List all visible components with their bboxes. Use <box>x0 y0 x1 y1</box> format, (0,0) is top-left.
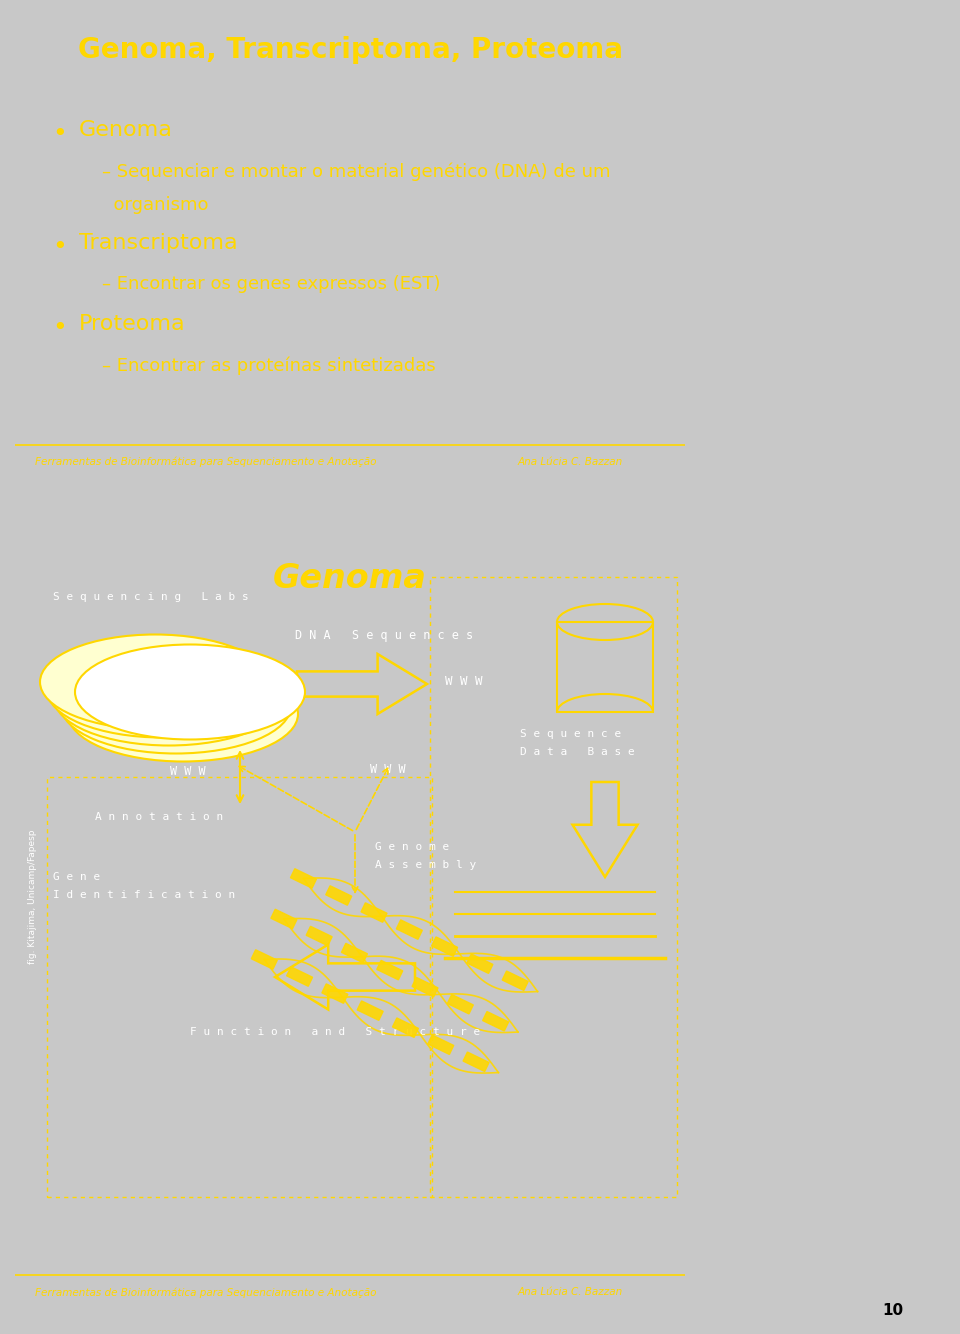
Bar <box>291 868 317 888</box>
Text: •: • <box>52 121 66 145</box>
Ellipse shape <box>68 667 298 762</box>
Text: organismo: organismo <box>102 196 208 215</box>
Text: W W W: W W W <box>445 675 483 688</box>
Text: G e n o m e: G e n o m e <box>375 842 449 852</box>
Bar <box>322 984 348 1003</box>
Text: fig. Kitajima, Unicamp/Fapesp: fig. Kitajima, Unicamp/Fapesp <box>29 830 37 964</box>
Text: Genoma: Genoma <box>273 562 427 595</box>
Text: Transcriptoma: Transcriptoma <box>79 232 237 252</box>
Bar <box>47 776 432 1197</box>
Bar <box>357 1000 383 1021</box>
Bar <box>271 910 297 928</box>
Bar <box>393 1018 419 1038</box>
Text: I d e n t i f i c a t i o n: I d e n t i f i c a t i o n <box>53 890 235 900</box>
Bar <box>252 950 277 970</box>
Bar <box>447 994 473 1014</box>
Text: W W W: W W W <box>170 766 205 779</box>
Text: Ana Lúcia C. Bazzan: Ana Lúcia C. Bazzan <box>517 456 623 467</box>
Bar <box>428 1035 454 1054</box>
Bar <box>396 920 422 939</box>
Bar <box>412 978 438 996</box>
Text: •: • <box>52 235 66 259</box>
Bar <box>376 960 403 980</box>
Bar <box>467 954 492 974</box>
Text: – Sequenciar e montar o material genético (DNA) de um: – Sequenciar e montar o material genétic… <box>102 163 611 181</box>
Text: S e q u e n c e: S e q u e n c e <box>520 728 621 739</box>
Text: Genoma: Genoma <box>79 120 173 140</box>
Text: S e q u e n c i n g   L a b s: S e q u e n c i n g L a b s <box>53 592 249 602</box>
Text: – Encontrar as proteínas sintetizadas: – Encontrar as proteínas sintetizadas <box>102 356 436 375</box>
Ellipse shape <box>61 659 291 754</box>
Bar <box>361 903 387 922</box>
Text: F u n c t i o n   a n d   S t r u c t u r e: F u n c t i o n a n d S t r u c t u r e <box>190 1027 480 1037</box>
Text: A s s e m b l y: A s s e m b l y <box>375 860 476 870</box>
Bar <box>430 578 677 1197</box>
Bar <box>483 1011 509 1031</box>
Ellipse shape <box>40 635 270 730</box>
Text: 10: 10 <box>882 1303 903 1318</box>
Text: W W W: W W W <box>370 763 406 776</box>
Text: Genoma, Transcriptoma, Proteoma: Genoma, Transcriptoma, Proteoma <box>78 36 622 64</box>
Ellipse shape <box>47 643 277 738</box>
Bar <box>342 943 368 963</box>
Text: Proteoma: Proteoma <box>79 313 185 334</box>
Text: G e n e: G e n e <box>53 872 100 882</box>
Bar <box>432 936 458 956</box>
Bar <box>325 886 351 906</box>
Bar <box>306 926 332 946</box>
Bar <box>557 622 653 712</box>
Text: D N A   S e q u e n c e s: D N A S e q u e n c e s <box>295 630 473 642</box>
Text: •: • <box>52 316 66 340</box>
Bar <box>287 967 313 986</box>
Ellipse shape <box>54 651 284 746</box>
Text: Ana Lúcia C. Bazzan: Ana Lúcia C. Bazzan <box>517 1287 623 1298</box>
Text: D a t a   B a s e: D a t a B a s e <box>520 747 635 756</box>
Text: A n n o t a t i o n: A n n o t a t i o n <box>95 812 224 822</box>
Bar <box>502 971 528 990</box>
Text: – Encontrar os genes expressos (EST): – Encontrar os genes expressos (EST) <box>102 275 441 293</box>
Bar <box>463 1053 489 1071</box>
Text: Ferramentas de Bioinformática para Sequenciamento e Anotação: Ferramentas de Bioinformática para Seque… <box>36 456 376 467</box>
Text: Ferramentas de Bioinformática para Sequenciamento e Anotação: Ferramentas de Bioinformática para Seque… <box>36 1287 376 1298</box>
Ellipse shape <box>75 644 305 739</box>
